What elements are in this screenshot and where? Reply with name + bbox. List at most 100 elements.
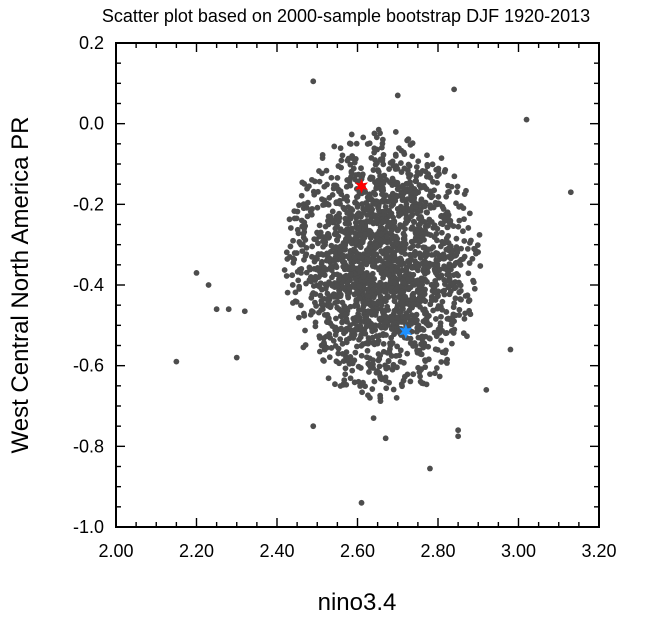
scatter-point xyxy=(384,349,391,356)
scatter-point xyxy=(356,283,363,290)
scatter-point xyxy=(401,165,408,172)
scatter-point xyxy=(300,344,307,351)
scatter-point xyxy=(349,360,356,367)
scatter-point xyxy=(383,385,390,392)
scatter-point xyxy=(301,256,307,263)
scatter-point xyxy=(379,136,386,143)
scatter-point xyxy=(470,277,476,284)
scatter-point xyxy=(347,375,354,382)
scatter-point xyxy=(323,167,330,174)
scatter-point xyxy=(344,234,351,241)
scatter-point xyxy=(328,242,335,249)
scatter-point xyxy=(360,134,367,141)
scatter-point xyxy=(347,161,354,168)
scatter-point xyxy=(303,251,310,258)
scatter-point xyxy=(287,243,294,250)
scatter-point xyxy=(316,348,323,355)
scatter-point xyxy=(328,174,335,181)
scatter-point xyxy=(419,325,425,332)
scatter-point xyxy=(382,377,389,384)
scatter-point xyxy=(325,333,332,340)
scatter-point xyxy=(422,168,429,175)
scatter-point xyxy=(339,252,346,259)
scatter-point xyxy=(317,292,324,299)
scatter-point xyxy=(354,343,360,350)
scatter-point xyxy=(374,243,380,250)
scatter-point xyxy=(364,347,371,354)
scatter-point xyxy=(476,231,483,238)
x-tick-label: 2.80 xyxy=(420,541,455,561)
scatter-point xyxy=(314,255,320,262)
scatter-point xyxy=(415,237,422,244)
scatter-point xyxy=(290,237,296,244)
scatter-point xyxy=(352,349,359,356)
scatter-point xyxy=(362,330,369,337)
scatter-point xyxy=(354,203,361,210)
scatter-point xyxy=(398,160,404,166)
scatter-point xyxy=(393,285,400,292)
scatter-point xyxy=(460,330,467,337)
scatter-point xyxy=(344,193,350,200)
scatter-point xyxy=(311,191,318,198)
scatter-point xyxy=(347,141,354,147)
scatter-point xyxy=(359,389,365,396)
scatter-point xyxy=(364,354,370,361)
scatter-point xyxy=(418,275,425,282)
scatter-point xyxy=(468,237,474,244)
scatter-point xyxy=(375,177,381,184)
scatter-point xyxy=(416,250,423,257)
scatter-point xyxy=(410,271,417,278)
scatter-point xyxy=(356,295,363,302)
scatter-point xyxy=(380,218,387,225)
scatter-point xyxy=(384,260,391,267)
scatter-point xyxy=(440,215,447,221)
scatter-point xyxy=(441,287,448,294)
scatter-point xyxy=(384,223,391,230)
scatter-point xyxy=(410,301,417,308)
scatter-point xyxy=(344,177,351,183)
scatter-point xyxy=(362,231,368,237)
scatter-point xyxy=(382,204,389,210)
scatter-point xyxy=(407,340,414,346)
scatter-point xyxy=(284,256,291,262)
scatter-point xyxy=(424,209,431,216)
scatter-point xyxy=(311,299,318,306)
scatter-point xyxy=(328,302,334,309)
scatter-point xyxy=(453,259,460,266)
scatter-point xyxy=(455,427,462,434)
scatter-point xyxy=(388,334,395,341)
scatter-point xyxy=(436,373,443,380)
scatter-point xyxy=(341,266,348,273)
scatter-point xyxy=(415,364,421,371)
scatter-point xyxy=(399,301,406,308)
scatter-point xyxy=(372,191,379,198)
scatter-point xyxy=(397,347,404,354)
y-tick-label: 0.0 xyxy=(79,114,104,134)
scatter-point xyxy=(461,216,467,223)
scatter-point xyxy=(388,203,395,209)
scatter-point xyxy=(340,228,347,235)
scatter-point xyxy=(405,276,412,282)
scatter-point xyxy=(355,314,362,321)
scatter-point xyxy=(462,293,469,299)
scatter-point xyxy=(434,173,441,179)
scatter-point xyxy=(359,220,365,227)
scatter-point xyxy=(471,245,477,252)
scatter-point xyxy=(474,242,481,249)
scatter-point xyxy=(399,240,406,247)
scatter-point xyxy=(455,272,462,279)
scatter-point xyxy=(341,259,348,266)
scatter-point xyxy=(401,232,408,239)
scatter-point xyxy=(405,314,411,320)
scatter-point xyxy=(457,262,464,268)
scatter-point xyxy=(379,225,385,232)
scatter-point xyxy=(329,282,335,289)
scatter-point xyxy=(335,233,342,240)
scatter-point xyxy=(443,193,450,200)
scatter-point xyxy=(415,158,422,165)
scatter-point xyxy=(320,202,326,208)
scatter-point xyxy=(387,212,393,219)
scatter-point xyxy=(410,243,416,249)
scatter-point xyxy=(336,210,342,217)
scatter-point xyxy=(363,261,370,268)
